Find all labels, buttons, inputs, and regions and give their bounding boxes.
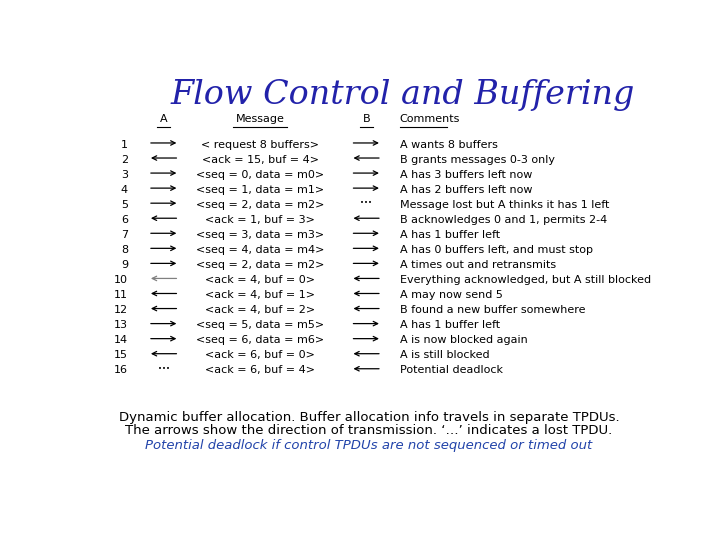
Text: Message: Message: [235, 114, 284, 124]
Text: 6: 6: [121, 215, 128, 225]
Text: B: B: [362, 114, 370, 124]
Text: 13: 13: [114, 320, 128, 330]
Text: A wants 8 buffers: A wants 8 buffers: [400, 140, 498, 150]
Text: A has 1 buffer left: A has 1 buffer left: [400, 230, 500, 240]
Text: <seq = 2, data = m2>: <seq = 2, data = m2>: [196, 200, 325, 210]
Text: B grants messages 0-3 only: B grants messages 0-3 only: [400, 154, 554, 165]
Text: 8: 8: [121, 245, 128, 255]
Text: A has 2 buffers left now: A has 2 buffers left now: [400, 185, 532, 195]
Text: 3: 3: [121, 170, 128, 180]
Text: Everything acknowledged, but A still blocked: Everything acknowledged, but A still blo…: [400, 275, 651, 285]
Text: 16: 16: [114, 366, 128, 375]
Text: A has 0 buffers left, and must stop: A has 0 buffers left, and must stop: [400, 245, 593, 255]
Text: <ack = 4, buf = 1>: <ack = 4, buf = 1>: [205, 290, 315, 300]
Text: <ack = 4, buf = 2>: <ack = 4, buf = 2>: [205, 305, 315, 315]
Text: A has 1 buffer left: A has 1 buffer left: [400, 320, 500, 330]
Text: A may now send 5: A may now send 5: [400, 290, 503, 300]
Text: 11: 11: [114, 290, 128, 300]
Text: 14: 14: [114, 335, 128, 345]
Text: A: A: [160, 114, 168, 124]
Text: B found a new buffer somewhere: B found a new buffer somewhere: [400, 305, 585, 315]
Text: 15: 15: [114, 350, 128, 360]
Text: 4: 4: [121, 185, 128, 195]
Text: •••: •••: [158, 366, 170, 372]
Text: Dynamic buffer allocation. Buffer allocation info travels in separate TPDUs.: Dynamic buffer allocation. Buffer alloca…: [119, 411, 619, 424]
Text: Comments: Comments: [400, 114, 460, 124]
Text: A has 3 buffers left now: A has 3 buffers left now: [400, 170, 532, 180]
Text: <seq = 3, data = m3>: <seq = 3, data = m3>: [196, 230, 324, 240]
Text: <seq = 5, data = m5>: <seq = 5, data = m5>: [196, 320, 324, 330]
Text: A is now blocked again: A is now blocked again: [400, 335, 528, 345]
Text: 1: 1: [121, 140, 128, 150]
Text: <seq = 6, data = m6>: <seq = 6, data = m6>: [196, 335, 324, 345]
Text: Potential deadlock if control TPDUs are not sequenced or timed out: Potential deadlock if control TPDUs are …: [145, 439, 593, 452]
Text: 2: 2: [121, 154, 128, 165]
Text: 9: 9: [121, 260, 128, 270]
Text: <seq = 4, data = m4>: <seq = 4, data = m4>: [196, 245, 325, 255]
Text: A times out and retransmits: A times out and retransmits: [400, 260, 556, 270]
Text: <ack = 15, buf = 4>: <ack = 15, buf = 4>: [202, 154, 319, 165]
Text: <ack = 6, buf = 0>: <ack = 6, buf = 0>: [205, 350, 315, 360]
Text: <seq = 0, data = m0>: <seq = 0, data = m0>: [196, 170, 324, 180]
Text: 5: 5: [121, 200, 128, 210]
Text: < request 8 buffers>: < request 8 buffers>: [201, 140, 319, 150]
Text: Message lost but A thinks it has 1 left: Message lost but A thinks it has 1 left: [400, 200, 609, 210]
Text: <seq = 1, data = m1>: <seq = 1, data = m1>: [196, 185, 324, 195]
Text: <ack = 1, buf = 3>: <ack = 1, buf = 3>: [205, 215, 315, 225]
Text: A is still blocked: A is still blocked: [400, 350, 490, 360]
Text: B acknowledges 0 and 1, permits 2-4: B acknowledges 0 and 1, permits 2-4: [400, 215, 607, 225]
Text: <ack = 4, buf = 0>: <ack = 4, buf = 0>: [205, 275, 315, 285]
Text: Potential deadlock: Potential deadlock: [400, 366, 503, 375]
Text: •••: •••: [360, 200, 372, 206]
Text: The arrows show the direction of transmission. ‘…’ indicates a lost TPDU.: The arrows show the direction of transmi…: [125, 424, 613, 437]
Text: Flow Control and Buffering: Flow Control and Buffering: [171, 79, 634, 111]
Text: <seq = 2, data = m2>: <seq = 2, data = m2>: [196, 260, 325, 270]
Text: 12: 12: [114, 305, 128, 315]
Text: 7: 7: [121, 230, 128, 240]
Text: <ack = 6, buf = 4>: <ack = 6, buf = 4>: [205, 366, 315, 375]
Text: 10: 10: [114, 275, 128, 285]
